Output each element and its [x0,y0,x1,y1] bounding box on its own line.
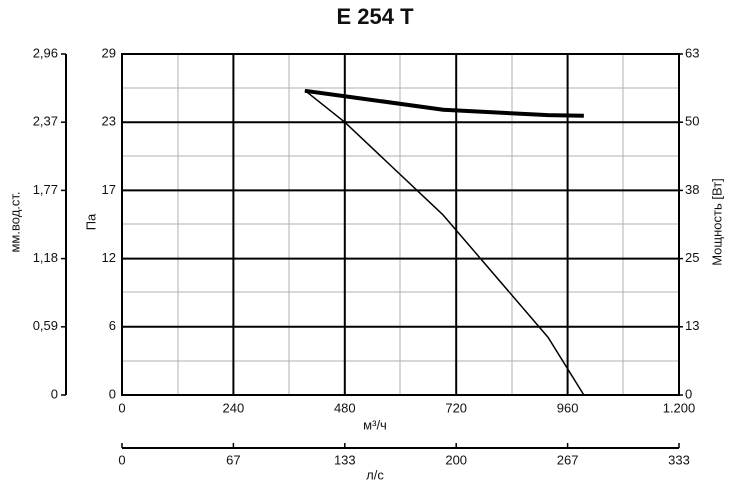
x2-tick-label: 0 [118,452,125,467]
x-axis-title: м³/ч [363,417,387,432]
y2-tick-label: 13 [685,318,699,333]
x2-axis-title: л/с [366,467,384,482]
x-tick-label: 960 [557,400,579,415]
y-tick-label: 12 [102,250,116,265]
y3-tick-label: 0,59 [33,318,58,333]
y3-tick-label: 2,37 [33,114,58,129]
y-tick-label: 0 [109,386,116,401]
curve [304,89,585,396]
y3-tick-label: 1,18 [33,250,58,265]
y3-tick-label: 1,77 [33,182,58,197]
y2-axis-title: Мощность [Вт] [709,178,724,266]
y3-axis-title: мм.вод.ст. [7,191,22,252]
y-tick-label: 17 [102,182,116,197]
y2-tick-label: 25 [685,250,699,265]
x2-tick-label: 133 [334,452,356,467]
curve [304,88,584,118]
x2-tick-label: 267 [557,452,579,467]
y-tick-label: 6 [109,318,116,333]
y-tick-label: 23 [102,114,116,129]
x-tick-label: 0 [118,400,125,415]
x-tick-label: 720 [445,400,467,415]
x-tick-label: 1.200 [663,400,696,415]
x-tick-label: 480 [334,400,356,415]
chart-title: E 254 T [336,4,414,29]
y2-tick-label: 38 [685,182,699,197]
x-tick-label: 240 [223,400,245,415]
y2-tick-label: 63 [685,45,699,60]
y3-tick-label: 2,96 [33,45,58,60]
x2-tick-label: 67 [226,452,240,467]
x2-tick-label: 333 [668,452,690,467]
y-tick-label: 29 [102,45,116,60]
minor-grid [122,54,679,395]
y-axis-title: Па [83,213,98,230]
y3-tick-label: 0 [51,386,58,401]
y2-tick-label: 0 [685,386,692,401]
x2-tick-label: 200 [445,452,467,467]
y2-tick-label: 50 [685,114,699,129]
